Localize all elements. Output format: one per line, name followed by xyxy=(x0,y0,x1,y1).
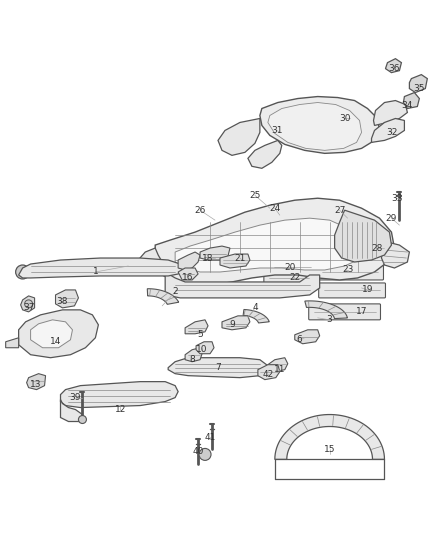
Text: 37: 37 xyxy=(23,303,34,312)
Text: 28: 28 xyxy=(372,244,383,253)
Text: 20: 20 xyxy=(284,263,296,272)
Text: 7: 7 xyxy=(215,363,221,372)
Text: 21: 21 xyxy=(234,254,246,263)
Polygon shape xyxy=(222,316,250,330)
Text: 19: 19 xyxy=(362,286,373,294)
Text: 36: 36 xyxy=(389,64,400,73)
Text: 30: 30 xyxy=(339,114,350,123)
Circle shape xyxy=(25,300,32,308)
Circle shape xyxy=(78,416,86,424)
FancyBboxPatch shape xyxy=(269,261,316,273)
Text: 22: 22 xyxy=(289,273,300,282)
Polygon shape xyxy=(165,272,320,298)
Text: 26: 26 xyxy=(194,206,206,215)
Text: 5: 5 xyxy=(197,330,203,340)
Text: 33: 33 xyxy=(392,193,403,203)
Polygon shape xyxy=(268,358,288,372)
Text: 18: 18 xyxy=(202,254,214,263)
Polygon shape xyxy=(178,268,198,280)
Polygon shape xyxy=(60,382,178,408)
Text: 1: 1 xyxy=(92,268,98,277)
Polygon shape xyxy=(168,358,268,378)
Polygon shape xyxy=(374,101,407,125)
Polygon shape xyxy=(19,258,182,278)
Polygon shape xyxy=(185,320,208,334)
Polygon shape xyxy=(385,59,401,72)
Polygon shape xyxy=(403,93,419,109)
Polygon shape xyxy=(410,75,427,93)
Text: 32: 32 xyxy=(387,128,398,137)
FancyBboxPatch shape xyxy=(319,283,385,298)
Text: 27: 27 xyxy=(334,206,345,215)
Text: 35: 35 xyxy=(413,84,425,93)
Text: 2: 2 xyxy=(172,287,178,296)
Text: 16: 16 xyxy=(182,273,194,282)
Polygon shape xyxy=(6,338,19,348)
Polygon shape xyxy=(260,96,379,154)
Polygon shape xyxy=(155,198,395,285)
Polygon shape xyxy=(175,218,364,272)
FancyBboxPatch shape xyxy=(317,265,384,280)
Polygon shape xyxy=(31,320,72,348)
Polygon shape xyxy=(60,400,82,422)
Polygon shape xyxy=(138,248,162,275)
Text: 14: 14 xyxy=(50,337,61,346)
Polygon shape xyxy=(243,310,269,323)
Circle shape xyxy=(199,448,211,461)
Text: 31: 31 xyxy=(271,126,283,135)
FancyBboxPatch shape xyxy=(309,304,381,320)
FancyBboxPatch shape xyxy=(264,271,314,285)
Polygon shape xyxy=(21,296,35,312)
Polygon shape xyxy=(178,252,200,270)
Text: 42: 42 xyxy=(262,370,273,379)
Text: 24: 24 xyxy=(269,204,280,213)
Polygon shape xyxy=(196,342,214,354)
Text: 40: 40 xyxy=(192,447,204,456)
Text: 6: 6 xyxy=(297,335,303,344)
Polygon shape xyxy=(56,290,78,308)
Polygon shape xyxy=(335,210,392,262)
Circle shape xyxy=(16,265,30,279)
Text: 17: 17 xyxy=(356,308,367,317)
Text: 10: 10 xyxy=(196,345,208,354)
Text: 12: 12 xyxy=(115,405,126,414)
Text: 11: 11 xyxy=(274,365,286,374)
Text: 15: 15 xyxy=(324,445,336,454)
Text: 8: 8 xyxy=(189,355,195,364)
Polygon shape xyxy=(27,374,46,390)
Polygon shape xyxy=(258,365,280,379)
Text: 25: 25 xyxy=(249,191,261,200)
Polygon shape xyxy=(371,118,404,142)
Text: 9: 9 xyxy=(229,320,235,329)
Text: 29: 29 xyxy=(386,214,397,223)
Polygon shape xyxy=(295,330,320,344)
Text: 39: 39 xyxy=(70,393,81,402)
Polygon shape xyxy=(275,415,385,459)
Polygon shape xyxy=(200,246,230,260)
Text: 4: 4 xyxy=(252,303,258,312)
Text: 41: 41 xyxy=(205,433,216,442)
Polygon shape xyxy=(218,118,260,155)
Text: 3: 3 xyxy=(327,316,332,324)
Polygon shape xyxy=(185,348,202,362)
Polygon shape xyxy=(248,140,282,168)
Polygon shape xyxy=(305,301,347,319)
Polygon shape xyxy=(19,310,99,358)
Polygon shape xyxy=(268,102,361,150)
Polygon shape xyxy=(147,289,179,304)
Text: 23: 23 xyxy=(342,265,353,274)
Text: 38: 38 xyxy=(57,297,68,306)
Polygon shape xyxy=(379,240,410,268)
Polygon shape xyxy=(220,254,250,268)
Text: 34: 34 xyxy=(402,101,413,110)
Text: 13: 13 xyxy=(30,380,41,389)
